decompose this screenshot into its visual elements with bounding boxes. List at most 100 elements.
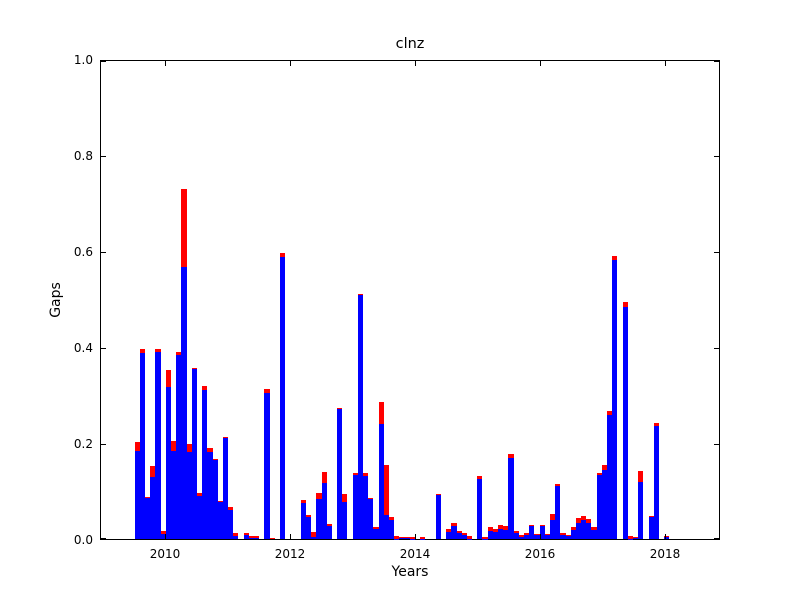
bar-blue-2015-12: [534, 535, 540, 539]
y-tick-right-0.6: [714, 252, 719, 253]
bar-blue-2015-08: [513, 533, 519, 539]
y-tick-left-1.0: [101, 61, 106, 62]
x-tick-bottom-2010: [165, 534, 166, 539]
bar-red-2016-03: [549, 514, 556, 520]
bar-red-2016-09: [581, 516, 587, 520]
bar-blue-2009-08: [139, 352, 146, 539]
bar-red-2014-07: [446, 528, 452, 532]
bar-blue-2015-01: [477, 479, 483, 539]
bar-blue-2010-08: [202, 389, 208, 539]
bar-red-2009-08: [139, 349, 146, 353]
y-tick-left-0.2: [101, 444, 106, 445]
bar-red-2011-04: [243, 532, 249, 535]
bar-red-2016-11: [591, 526, 597, 531]
bar-blue-2016-02: [544, 535, 550, 539]
bar-blue-2016-09: [581, 519, 587, 539]
bar-blue-2013-06: [378, 424, 384, 539]
x-tick-top-2018: [665, 61, 666, 66]
bar-red-2012-11: [342, 493, 348, 502]
bar-red-2017-11: [653, 423, 659, 427]
bar-blue-2011-05: [248, 537, 255, 539]
bar-blue-2015-05: [498, 529, 504, 539]
bar-blue-2013-02: [357, 295, 364, 539]
bar-blue-2017-05: [622, 306, 628, 539]
bar-blue-2010-11: [217, 502, 223, 539]
bar-blue-2011-01: [228, 510, 234, 539]
bar-red-2015-09: [518, 534, 524, 537]
x-axis-label: Years: [391, 564, 429, 580]
bar-red-2016-04: [555, 483, 561, 487]
bar-red-2012-07: [321, 472, 327, 483]
bar-red-2017-06: [627, 536, 634, 539]
bar-blue-2016-05: [560, 535, 566, 539]
bar-red-2015-10: [524, 532, 530, 536]
bar-blue-2016-04: [555, 486, 561, 539]
bar-red-2012-08: [326, 523, 332, 527]
bar-red-2013-06: [378, 401, 384, 425]
bar-blue-2014-10: [461, 534, 467, 539]
bar-blue-2013-08: [389, 519, 395, 539]
bar-blue-2017-10: [648, 516, 654, 539]
bar-red-2010-04: [181, 189, 187, 267]
bar-red-2015-03: [487, 527, 493, 531]
y-tick-right-0.8: [714, 156, 719, 157]
bar-red-2015-05: [498, 524, 504, 530]
bar-blue-2010-07: [196, 495, 203, 539]
bar-red-2017-02: [607, 411, 613, 416]
bar-red-2013-09: [394, 536, 400, 539]
bar-blue-2013-10: [399, 537, 405, 539]
bar-blue-2011-11: [280, 256, 286, 539]
x-tick-bottom-2018: [665, 534, 666, 539]
bar-blue-2011-08: [264, 393, 270, 539]
y-axis-label: Gaps: [48, 282, 64, 318]
y-tick-label: 1.0: [73, 53, 93, 67]
bar-red-2014-08: [451, 522, 457, 526]
bar-red-2015-02: [482, 536, 488, 539]
bar-red-2010-05: [186, 444, 192, 453]
bar-red-2014-09: [456, 531, 462, 534]
chart-title: clnz: [395, 36, 425, 52]
bar-blue-2012-05: [311, 536, 317, 539]
bar-blue-2016-03: [549, 519, 556, 539]
bar-red-2013-03: [363, 473, 369, 476]
bar-red-2015-12: [534, 533, 540, 536]
y-tick-left-0.8: [101, 156, 106, 157]
y-tick-right-0.4: [714, 348, 719, 349]
bar-blue-2013-04: [368, 498, 374, 539]
y-tick-label: 0.8: [73, 149, 93, 163]
bar-blue-2017-11: [653, 426, 659, 539]
bar-blue-2015-07: [508, 457, 514, 539]
bar-red-2013-12: [409, 537, 415, 539]
bar-blue-2012-04: [305, 517, 312, 539]
bar-red-2017-08: [638, 470, 644, 482]
bar-red-2016-10: [586, 519, 592, 523]
bar-blue-2017-03: [612, 260, 618, 539]
y-tick-label: 0.4: [73, 341, 93, 355]
bar-red-2012-04: [305, 514, 312, 518]
bar-red-2013-05: [373, 526, 379, 530]
bar-blue-2016-12: [596, 474, 602, 539]
bar-blue-2016-01: [539, 525, 545, 539]
bar-red-2009-10: [150, 466, 156, 477]
x-tick-top-2012: [290, 61, 291, 66]
plot-area: [100, 60, 720, 540]
bar-blue-2015-06: [503, 529, 509, 539]
bar-blue-2010-09: [207, 452, 213, 539]
bar-blue-2010-01: [165, 387, 171, 539]
x-tick-label: 2016: [524, 547, 556, 561]
bar-red-2012-05: [311, 531, 317, 537]
bar-red-2011-11: [280, 253, 286, 257]
x-tick-top-2010: [165, 61, 166, 66]
bar-red-2010-07: [196, 493, 203, 496]
bar-red-2013-02: [357, 294, 364, 296]
bar-blue-2009-10: [150, 476, 156, 539]
bar-red-2009-12: [160, 531, 166, 535]
bar-red-2010-09: [207, 448, 213, 453]
bar-red-2013-01: [352, 473, 358, 476]
bar-blue-2010-05: [186, 452, 192, 539]
bar-blue-2016-07: [570, 529, 576, 539]
bar-red-2010-03: [176, 351, 182, 355]
y-tick-label: 0.0: [73, 533, 93, 547]
y-tick-right-0.2: [714, 444, 719, 445]
bar-blue-2017-08: [638, 481, 644, 539]
